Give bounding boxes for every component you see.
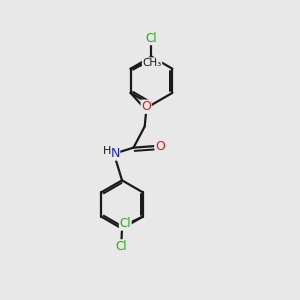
Text: O: O bbox=[141, 100, 151, 113]
Text: Cl: Cl bbox=[146, 32, 157, 45]
Text: Cl: Cl bbox=[119, 217, 131, 230]
Text: Cl: Cl bbox=[116, 240, 127, 253]
Text: H: H bbox=[103, 146, 111, 156]
Text: O: O bbox=[155, 140, 165, 153]
Text: CH₃: CH₃ bbox=[142, 58, 162, 68]
Text: N: N bbox=[110, 147, 120, 160]
